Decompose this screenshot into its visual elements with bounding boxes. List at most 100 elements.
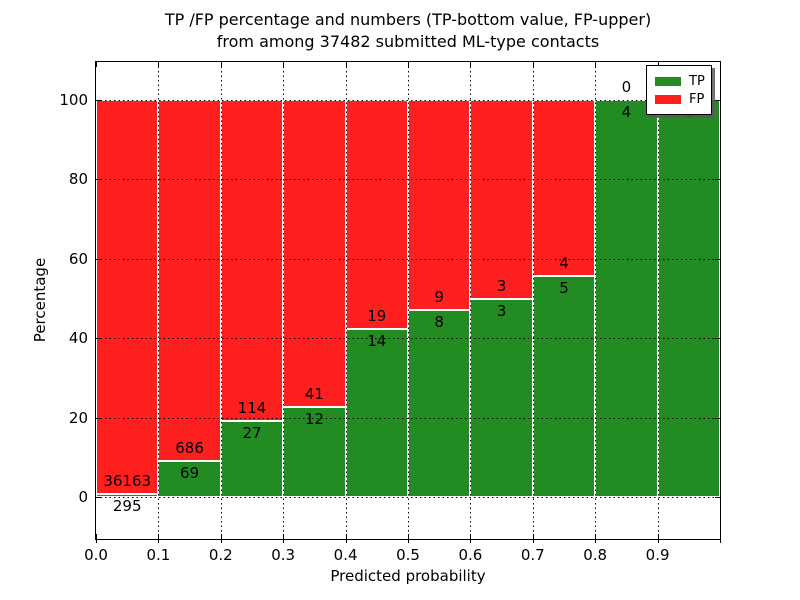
x-tick-bottom-outer <box>158 539 160 543</box>
x-tick-bottom <box>470 534 472 539</box>
bar-fp-segment <box>158 100 221 461</box>
fp-count-label: 686 <box>175 438 204 457</box>
x-tick-bottom <box>283 534 285 539</box>
tp-count-label: 69 <box>180 463 200 482</box>
x-tick-bottom <box>220 534 222 539</box>
gridline-vertical <box>158 62 160 539</box>
x-tick-bottom <box>96 534 97 539</box>
fp-count-label: 0 <box>621 78 632 96</box>
y-tick-right <box>715 179 720 181</box>
y-tick-label: 60 <box>68 249 88 268</box>
x-tick-top <box>657 62 659 67</box>
x-tick-label: 0.9 <box>645 546 670 564</box>
y-tick-right <box>715 497 720 498</box>
fp-count-label: 36163 <box>103 471 152 490</box>
legend-entry-fp: FP <box>647 93 711 106</box>
gridline-vertical <box>532 62 534 539</box>
gridline-vertical <box>345 62 347 539</box>
x-tick-bottom-outer <box>345 539 347 543</box>
x-tick-bottom-outer <box>220 539 222 543</box>
x-tick-top <box>283 62 285 67</box>
x-tick-label: 0.4 <box>333 546 358 564</box>
y-tick-right <box>715 258 720 260</box>
legend-swatch-fp <box>655 94 681 104</box>
x-tick-label: 0.3 <box>271 546 296 564</box>
x-tick-bottom-outer <box>720 539 721 543</box>
x-tick-bottom <box>595 534 597 539</box>
bar-fp-segment <box>96 100 159 494</box>
bar-fp-segment <box>220 100 284 421</box>
x-tick-bottom-outer <box>408 539 409 543</box>
x-tick-label: 0.8 <box>583 546 608 564</box>
gridline-vertical <box>283 62 285 539</box>
y-tick-label: 0 <box>78 488 88 506</box>
y-tick-label: 100 <box>59 91 88 109</box>
x-tick-bottom-outer <box>532 539 534 543</box>
y-tick-label: 20 <box>68 408 88 427</box>
chart-title-line1: TP /FP percentage and numbers (TP-bottom… <box>164 10 652 29</box>
gridline-vertical <box>657 62 659 539</box>
y-tick-right <box>715 338 720 340</box>
x-tick-bottom-outer <box>657 539 659 543</box>
gridline-vertical <box>408 62 409 539</box>
x-tick-top <box>408 62 409 67</box>
gridline-vertical <box>470 62 472 539</box>
x-tick-bottom <box>532 534 534 539</box>
y-tick-left <box>96 497 101 498</box>
fp-count-label: 4 <box>559 254 569 273</box>
chart-title-line2: from among 37482 submitted ML-type conta… <box>216 32 600 51</box>
x-tick-top <box>470 62 472 67</box>
x-tick-top <box>96 62 97 67</box>
tp-count-label: 4 <box>621 103 632 121</box>
y-tick-label: 80 <box>68 170 88 189</box>
gridline-vertical <box>220 62 222 539</box>
legend-label-tp: TP <box>689 73 705 89</box>
x-tick-top <box>158 62 160 67</box>
bar-tp-segment <box>96 493 159 497</box>
tp-count-label: 12 <box>304 410 324 429</box>
x-tick-bottom <box>345 534 347 539</box>
y-tick-right <box>715 100 720 101</box>
y-tick-left <box>96 100 101 101</box>
fp-count-label: 9 <box>434 288 444 307</box>
x-tick-top <box>532 62 534 67</box>
bar-fp-segment <box>408 100 471 311</box>
bar-fp-segment <box>283 100 346 408</box>
x-tick-bottom <box>158 534 160 539</box>
x-tick-label: 0.0 <box>84 546 108 564</box>
x-tick-label: 0.6 <box>458 546 483 564</box>
bar-tp-segment <box>220 420 284 497</box>
tp-count-label: 5 <box>559 279 569 298</box>
x-tick-bottom-outer <box>96 539 97 543</box>
bar-tp-segment <box>158 460 221 497</box>
x-axis-label: Predicted probability <box>330 567 486 585</box>
y-tick-left <box>96 179 101 181</box>
x-tick-bottom-outer <box>283 539 285 543</box>
x-tick-top <box>345 62 347 67</box>
legend-entry-tp: TP <box>647 75 711 88</box>
bar-tp-segment <box>470 298 533 497</box>
x-tick-top <box>720 62 721 67</box>
tp-count-label: 27 <box>242 423 262 442</box>
bar-tp-segment <box>595 100 658 497</box>
chart-title: TP /FP percentage and numbers (TP-bottom… <box>96 9 720 53</box>
fp-count-label: 114 <box>237 398 267 417</box>
bar-fp-segment <box>532 100 596 277</box>
y-tick-label: 40 <box>68 329 88 348</box>
y-tick-left <box>96 258 101 260</box>
bar-tp-segment <box>657 100 720 497</box>
bar-fp-segment <box>470 100 533 299</box>
x-tick-bottom <box>408 534 409 539</box>
x-tick-bottom-outer <box>470 539 472 543</box>
tp-count-label: 295 <box>112 496 142 515</box>
x-tick-top <box>595 62 597 67</box>
tp-count-label: 3 <box>496 301 507 320</box>
y-tick-left <box>96 338 101 340</box>
x-tick-label: 0.7 <box>520 546 545 564</box>
x-tick-bottom-outer <box>595 539 597 543</box>
x-tick-bottom <box>657 534 659 539</box>
legend-label-fp: FP <box>689 91 705 107</box>
legend-swatch-tp <box>655 76 681 86</box>
fp-count-label: 19 <box>367 306 387 325</box>
x-tick-label: 0.2 <box>208 546 233 564</box>
